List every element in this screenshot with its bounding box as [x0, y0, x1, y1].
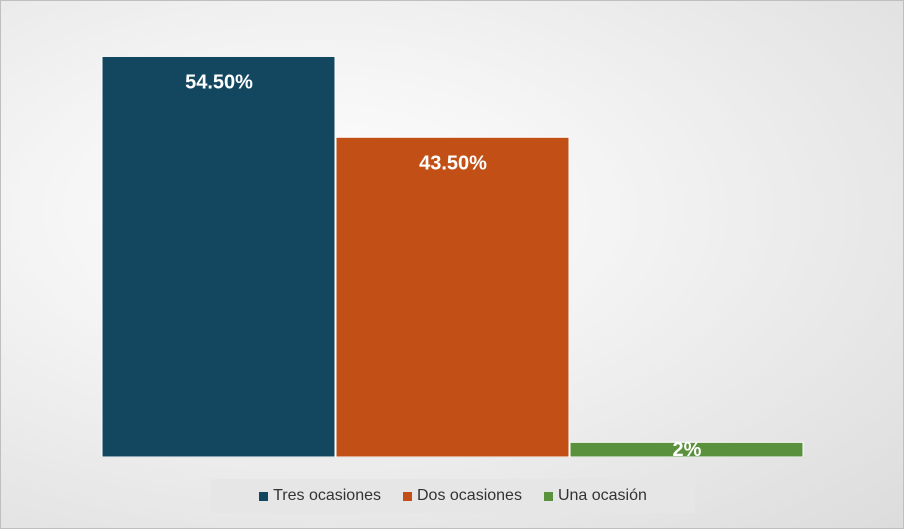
bar-3 [569, 441, 804, 458]
bar-2 [335, 136, 570, 458]
legend-item-3: Una ocasión [543, 487, 647, 505]
data-label-1: 54.50% [185, 71, 253, 93]
data-label-3: 2% [673, 439, 702, 461]
legend-swatch [543, 491, 553, 501]
bars-layer [101, 55, 804, 458]
legend-label: Dos ocasiones [417, 487, 522, 504]
legend-swatch [259, 491, 269, 501]
legend: Tres ocasiones Dos ocasiones Una ocasión [211, 479, 695, 513]
data-label-2: 43.50% [419, 152, 487, 174]
legend-item-1: Tres ocasiones [259, 487, 381, 505]
legend-label: Una ocasión [557, 487, 647, 504]
legend-label: Tres ocasiones [273, 487, 381, 504]
legend-swatch [403, 491, 412, 501]
bar-1 [101, 55, 336, 458]
data-labels-layer: 54.50% 43.50% 2% [185, 71, 702, 461]
legend-item-2: Dos ocasiones [403, 487, 522, 505]
